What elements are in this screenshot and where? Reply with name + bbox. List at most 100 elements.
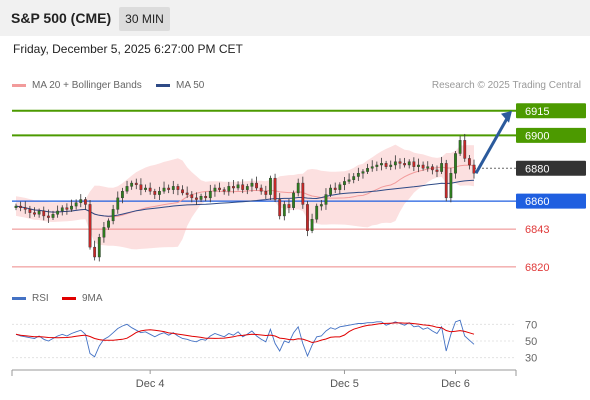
candle-body <box>384 163 388 167</box>
rsi-ma-line <box>15 322 475 344</box>
candle-body <box>449 173 453 199</box>
candle-body <box>176 186 180 190</box>
legend-ma20: MA 20 + Bollinger Bands <box>12 80 142 91</box>
instrument-title: S&P 500 (CME) <box>11 10 112 26</box>
candle-body <box>375 164 379 167</box>
candle-body <box>472 164 476 174</box>
arrow-shaft <box>474 116 510 174</box>
candle-body <box>195 197 198 200</box>
candle-body <box>111 209 115 222</box>
candle-body <box>259 187 263 192</box>
candle-body <box>463 140 467 159</box>
level-tag-text-6915: 6915 <box>525 106 549 118</box>
header-bar: S&P 500 (CME) 30 MIN <box>0 0 590 36</box>
level-tag-text-6900: 6900 <box>525 130 549 142</box>
level-tags: 6915 6900 6880 6860 6843 6820 <box>516 103 586 274</box>
candle-body <box>458 140 462 154</box>
candle-body <box>79 199 83 203</box>
candle-body <box>454 153 457 174</box>
candle-body <box>181 189 184 194</box>
candle-body <box>324 194 328 205</box>
rsi-tick-30: 30 <box>525 353 537 365</box>
candle-body <box>88 204 92 248</box>
candle-body <box>426 166 430 169</box>
candle-body <box>190 194 194 199</box>
candle-body <box>356 173 360 177</box>
candle-body <box>241 184 245 190</box>
candle-body <box>70 205 73 210</box>
candle-body <box>236 184 240 189</box>
candle-body <box>264 191 268 195</box>
candle-body <box>347 179 351 182</box>
rsi-tick-70: 70 <box>525 319 537 331</box>
moving-averages <box>15 164 475 218</box>
candle-body <box>121 191 124 199</box>
candle-body <box>333 187 337 190</box>
candle-body <box>306 204 309 231</box>
legend-rsi: RSI <box>12 293 49 304</box>
candle-body <box>83 199 87 205</box>
candle-body <box>134 182 138 185</box>
timeframe-badge[interactable]: 30 MIN <box>119 7 170 31</box>
candle-body <box>389 164 393 167</box>
candle-body <box>167 187 171 190</box>
candle-body <box>107 220 110 228</box>
x-tick-label: Dec 4 <box>136 378 165 390</box>
candle-body <box>352 176 356 180</box>
credit-text: Research © 2025 Trading Central <box>431 80 581 91</box>
level-label-6843: 6843 <box>525 224 549 236</box>
candle-body <box>46 215 50 218</box>
candle-body <box>14 205 18 208</box>
candle-body <box>343 181 346 185</box>
candle-body <box>208 191 212 199</box>
rsi-tick-50: 50 <box>525 336 537 348</box>
legend-ma50-label: MA 50 <box>176 80 205 91</box>
candle-body <box>292 192 295 208</box>
candle-body <box>116 197 120 210</box>
candle-body <box>403 163 407 166</box>
level-label-6820: 6820 <box>525 262 549 274</box>
candle-body <box>338 184 342 190</box>
timestamp: Friday, December 5, 2025 6:27:00 PM CET <box>13 42 243 56</box>
level-lines <box>12 109 516 268</box>
candle-body <box>153 191 157 195</box>
candle-body <box>319 204 323 207</box>
candle-body <box>139 184 143 190</box>
candle-body <box>23 207 27 210</box>
candle-body <box>370 166 374 169</box>
candle-body <box>444 163 448 199</box>
candle-body <box>255 182 258 189</box>
candle-body <box>162 187 166 192</box>
candle-body <box>19 205 23 208</box>
candle-body <box>435 169 439 172</box>
candle-body <box>65 207 69 210</box>
candle-body <box>227 186 231 192</box>
candle-body <box>93 246 97 258</box>
candles <box>14 133 476 262</box>
candle-body <box>222 189 226 192</box>
candle-body <box>361 171 365 174</box>
x-tick-label: Dec 5 <box>330 378 359 390</box>
candle-body <box>158 191 161 195</box>
level-tag-6860 <box>516 193 586 209</box>
candle-body <box>213 187 217 192</box>
candle-body <box>412 161 416 167</box>
candle-body <box>148 187 152 192</box>
candle-body <box>130 182 134 187</box>
rsi-line <box>15 319 475 358</box>
candle-body <box>301 182 305 205</box>
candle-body <box>218 187 221 190</box>
rsi-panel: 70 50 30 <box>12 319 537 365</box>
bollinger-band <box>16 144 474 250</box>
candle-body <box>421 164 425 169</box>
forecast-arrow <box>474 110 512 174</box>
candle-body <box>250 182 254 187</box>
x-tick-label: Dec 6 <box>441 378 470 390</box>
candle-body <box>74 202 78 207</box>
level-tag-6915 <box>516 103 586 119</box>
candle-body <box>393 161 397 166</box>
candle-body <box>430 166 434 171</box>
candle-body <box>296 182 300 194</box>
candle-body <box>232 186 235 189</box>
